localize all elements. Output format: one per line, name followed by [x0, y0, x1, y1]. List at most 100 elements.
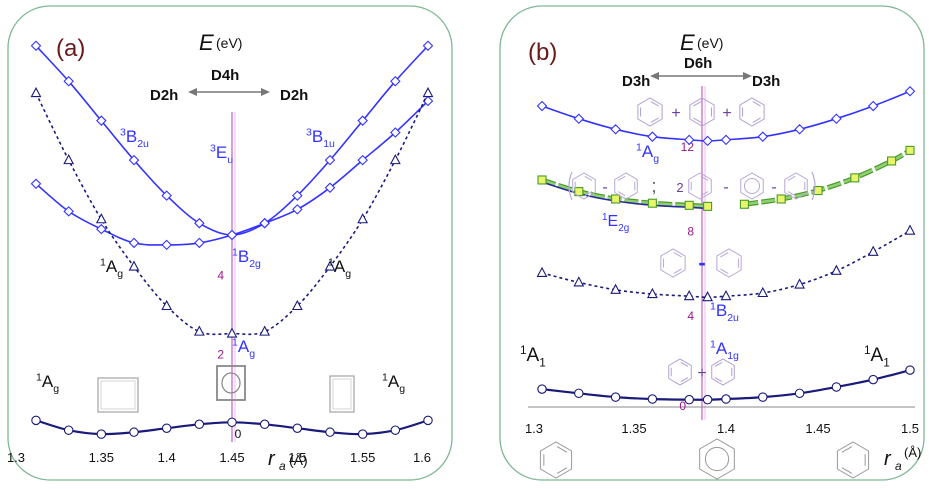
benzene-bottom-right-icon-double-bond-0 [841, 467, 853, 474]
panel-b-series-3-point-11 [905, 365, 915, 375]
panel-a-ytick-label: 4 [217, 268, 224, 282]
resonance-plus-b: + [671, 105, 680, 122]
resonance-plus-a: + [697, 365, 706, 382]
panel-b-sym-center: D6h [684, 55, 712, 72]
panel-b-series-2-point-6 [720, 289, 732, 301]
benzene-bottom-right-icon [836, 441, 870, 479]
panel-b-series-0-point-10 [867, 100, 879, 112]
panel-a-label: (a) [56, 35, 85, 62]
panel-b-series-0-point-9 [831, 113, 842, 124]
dewar-1a-icon-double-bond-2 [584, 175, 593, 181]
dewar-2a-icon [688, 172, 712, 200]
bracket-left-icon [568, 171, 573, 201]
dewar-2c-icon-double-bond-0 [787, 191, 796, 197]
panel-b-series-1-point-10 [887, 156, 897, 166]
panel-b-xlabel-unit: (Å) [904, 445, 921, 460]
kekule-minus-1-icon-double-bond-0 [673, 268, 682, 274]
panel-a-state-label-1Ag-8: 1Ag [382, 372, 405, 396]
resonance-plus-c: + [722, 105, 731, 122]
kekule-minus-1-icon-ring [660, 248, 686, 278]
panel-b-series-1-point-5 [703, 201, 713, 211]
panel-a-series-3-point-10 [357, 429, 368, 439]
panel-b-symmetry-arrowhead-right [743, 72, 752, 80]
kekule-minus-2-icon-double-bond-0 [720, 268, 729, 274]
panel-b-series-3-point-10 [868, 374, 878, 385]
panel-a-series-1-point-9 [324, 182, 336, 193]
panel-a-series-2-point-0 [30, 86, 42, 98]
kekule-1-icon [668, 358, 692, 386]
panel-a-state-label-1Ag-4: 1Ag [232, 337, 255, 361]
panel-a-xlabel-main: r [268, 448, 276, 470]
dewar-1b-icon [614, 172, 638, 200]
dewar-2b-icon-ring [740, 172, 764, 200]
kekule-minus-1-icon-double-bond-2 [673, 252, 682, 258]
panel-b-ytick-label: 12 [681, 140, 695, 154]
panel-b-xtick-label: 1.4 [717, 421, 735, 436]
panel-a-series-0-point-1 [63, 75, 74, 87]
dewar-1a-icon-ring [572, 172, 596, 200]
benzene-bottom-right-icon-double-bond-1 [841, 446, 853, 453]
panel-a-xtick-label: 1.4 [158, 450, 176, 465]
top-hex-1-icon-ring [637, 97, 663, 127]
kekule-minus-2-icon-ring [716, 248, 742, 278]
panel-a: 0 2 4 1.3 1.35 1.4 1.45 1.5 1.55 1.6 3B2u 3Eu 3B1u 1B… [7, 40, 434, 465]
panel-b-series-0-point-11 [904, 85, 916, 97]
panel-a-series-2-point-8 [291, 299, 303, 311]
panel-a-series-3-point-1 [63, 425, 74, 435]
kekule-1-icon-double-bond-2 [680, 361, 689, 367]
panel-b-state-label-1B2u-2: 1B2u [710, 301, 739, 325]
panel-a-symmetry-arrowhead-right [261, 88, 270, 96]
panel-a-state-label-1Ag-6: 1Ag [328, 257, 351, 281]
panel-b-series-2-point-2 [610, 283, 622, 294]
panel-b-series-2-line [541, 230, 911, 299]
panel-b-series-3-point-0 [537, 384, 547, 394]
kekule-minus-2-icon-double-bond-1 [720, 252, 729, 258]
panel-b-state-label-1A1-4: 1A1 [520, 344, 546, 370]
panel-a-symmetry-arrowhead-left [188, 88, 197, 96]
panel-a-state-label-3Eu-1: 3Eu [210, 143, 233, 167]
dewar-2c-icon-double-bond-1 [787, 175, 796, 181]
panel-a-xtick-label: 1.55 [350, 450, 375, 465]
panel-b-series-3-point-5 [702, 394, 713, 405]
square-center-icon [216, 365, 246, 401]
panel-b-ytick-label: 0 [679, 399, 686, 413]
panel-a-series-1-point-5 [194, 237, 205, 249]
panel-b-series-1-point-9 [850, 173, 860, 183]
panel-b-series-0-point-3 [647, 131, 658, 142]
rectangle-left-inner-icon [100, 380, 136, 410]
panel-b-xlabel-main: r [884, 448, 892, 470]
panel-b-state-label-1Ag-0: 1Ag [636, 142, 659, 166]
panel-b-series-0-point-1 [573, 113, 585, 124]
panel-a-series-3-point-9 [325, 427, 335, 437]
panel-a-series-2-point-1 [63, 153, 75, 165]
panel-b-series-3 [537, 365, 915, 405]
top-hex-3-icon-double-bond-0 [752, 117, 761, 123]
panel-a-series-2-point-12 [422, 86, 434, 98]
panel-b-ytick-label: 8 [687, 225, 694, 239]
panel-b-molecule-sketches: + - -; 2 - - + + [539, 97, 870, 480]
dewar-1a-icon-double-bond-0 [584, 191, 593, 197]
panel-a-state-label-1Ag-7: 1Ag [36, 372, 59, 396]
rectangle-left-icon [97, 377, 139, 413]
panel-a-series-3-point-12 [423, 415, 433, 426]
panel-b-series-3-point-4 [684, 394, 694, 405]
resonance-minus-b: - [602, 179, 607, 196]
panel-b-series-3-point-3 [647, 394, 658, 404]
panel-a-series-3-point-4 [161, 423, 172, 433]
resonance-minus-c: - [723, 179, 728, 196]
top-hex-1-icon-double-bond-0 [650, 117, 659, 123]
panel-a-sym-center: D4h [211, 67, 239, 84]
panel-a-state-label-3B1u-2: 3B1u [306, 127, 335, 151]
panel-a-xlabel-unit: (Å) [289, 452, 308, 468]
panel-b-series-2-point-5 [702, 291, 714, 302]
panel-b-series-0 [536, 85, 916, 147]
panel-b-series-0-point-8 [794, 124, 805, 135]
panel-b-sym-left: D3h [622, 73, 650, 90]
panel-b-xlabel-sub: a [895, 459, 902, 473]
panel-b-series-3-point-2 [610, 392, 621, 402]
panel-a-series-3-point-0 [31, 415, 41, 426]
panel-a-xtick-label: 1.35 [89, 450, 114, 465]
panel-a-series-0-point-0 [30, 40, 42, 52]
dewar-2a-icon-ring [688, 172, 712, 200]
